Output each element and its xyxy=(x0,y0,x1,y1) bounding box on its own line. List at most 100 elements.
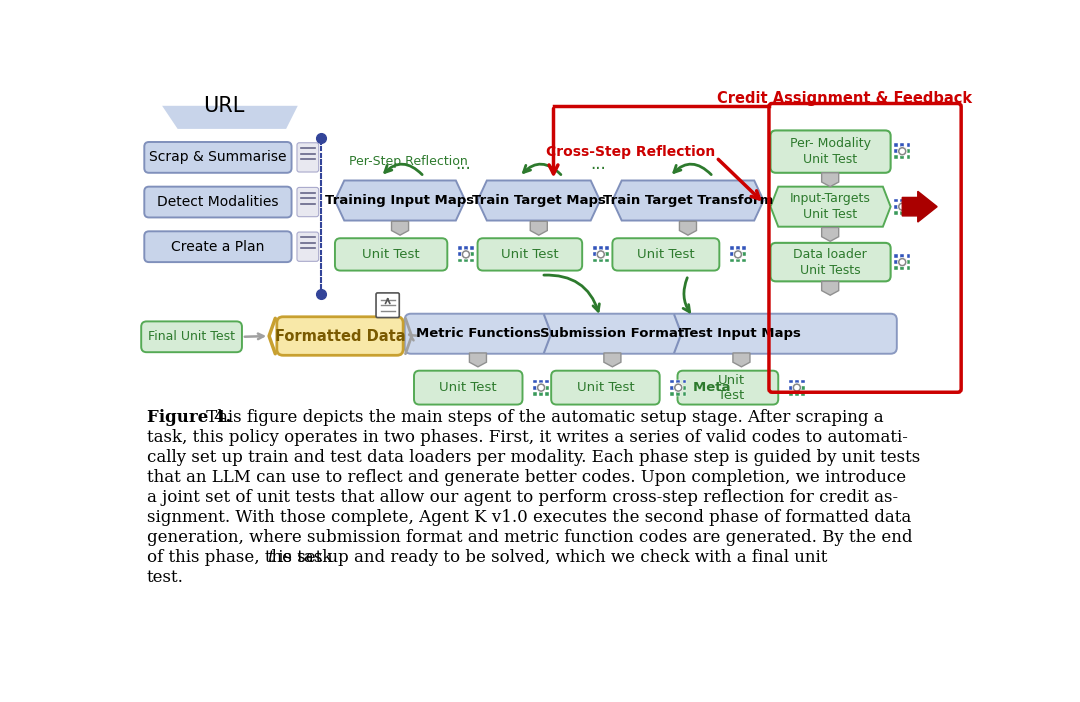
Text: ...: ... xyxy=(591,154,606,173)
FancyBboxPatch shape xyxy=(297,232,319,261)
FancyBboxPatch shape xyxy=(297,143,319,172)
Bar xyxy=(901,143,904,147)
Bar xyxy=(532,380,537,383)
Circle shape xyxy=(897,258,907,267)
Bar xyxy=(801,385,805,390)
Polygon shape xyxy=(392,221,408,235)
Bar xyxy=(894,254,897,258)
Bar xyxy=(458,246,461,250)
FancyBboxPatch shape xyxy=(297,187,319,217)
Bar xyxy=(788,392,793,396)
Text: Data loader
Unit Tests: Data loader Unit Tests xyxy=(794,248,867,277)
Bar xyxy=(464,246,468,250)
Bar xyxy=(742,246,746,250)
Bar xyxy=(801,380,805,383)
Bar xyxy=(901,254,904,258)
Polygon shape xyxy=(822,227,839,241)
Text: Train Target Maps: Train Target Maps xyxy=(472,194,606,207)
Bar xyxy=(906,150,910,153)
Text: Per- Modality
Unit Test: Per- Modality Unit Test xyxy=(789,137,870,166)
Bar xyxy=(894,199,897,202)
Bar xyxy=(894,150,897,153)
Circle shape xyxy=(897,147,907,156)
Bar xyxy=(788,380,793,383)
Text: Unit Test: Unit Test xyxy=(440,381,497,394)
Circle shape xyxy=(897,202,907,211)
Bar xyxy=(742,258,746,263)
Circle shape xyxy=(794,385,799,390)
Text: Formatted Data: Formatted Data xyxy=(274,329,405,343)
Bar xyxy=(539,392,543,396)
Text: t: t xyxy=(267,550,273,567)
Circle shape xyxy=(539,385,544,390)
Text: ...: ... xyxy=(456,154,472,173)
Text: Unit Test: Unit Test xyxy=(637,248,694,261)
Text: Training Input Maps: Training Input Maps xyxy=(325,194,474,207)
Text: Unit Test: Unit Test xyxy=(501,248,558,261)
Bar xyxy=(901,199,904,202)
Circle shape xyxy=(733,250,743,259)
Circle shape xyxy=(596,250,606,259)
Bar xyxy=(676,380,680,383)
Bar xyxy=(906,199,910,202)
Text: Cross-Step Reflection: Cross-Step Reflection xyxy=(546,145,716,159)
Text: a joint set of unit tests that allow our agent to perform cross-step reflection : a joint set of unit tests that allow our… xyxy=(147,489,897,506)
Bar xyxy=(901,155,904,159)
Circle shape xyxy=(674,383,683,392)
Bar xyxy=(894,266,897,270)
Circle shape xyxy=(676,385,681,390)
Text: Unit Test: Unit Test xyxy=(362,248,420,261)
Bar xyxy=(735,258,740,263)
Bar xyxy=(683,385,687,390)
FancyBboxPatch shape xyxy=(141,322,242,352)
Circle shape xyxy=(598,252,604,257)
Bar xyxy=(598,246,603,250)
Bar xyxy=(470,258,474,263)
Text: test.: test. xyxy=(147,569,184,586)
Text: Test Input Maps: Test Input Maps xyxy=(681,327,801,340)
Text: Train Target Transform: Train Target Transform xyxy=(603,194,773,207)
Bar xyxy=(906,143,910,147)
Polygon shape xyxy=(530,221,548,235)
FancyBboxPatch shape xyxy=(770,243,891,282)
Bar xyxy=(670,385,674,390)
Circle shape xyxy=(793,383,801,392)
Text: is set up and ready to be solved, which we check with a final unit: is set up and ready to be solved, which … xyxy=(273,550,827,567)
Bar xyxy=(458,258,461,263)
Bar xyxy=(901,266,904,270)
Text: Metric Functions: Metric Functions xyxy=(416,327,540,340)
Bar xyxy=(458,253,461,256)
Bar xyxy=(545,380,550,383)
Polygon shape xyxy=(612,180,764,220)
Text: Unit Test: Unit Test xyxy=(577,381,634,394)
Text: Meta: Meta xyxy=(693,381,735,394)
Bar xyxy=(683,392,687,396)
Polygon shape xyxy=(902,191,937,222)
Bar xyxy=(906,260,910,264)
Bar xyxy=(735,246,740,250)
Bar xyxy=(906,254,910,258)
Polygon shape xyxy=(162,106,298,129)
Bar xyxy=(532,385,537,390)
Circle shape xyxy=(537,383,545,392)
Bar xyxy=(676,392,680,396)
Circle shape xyxy=(463,252,469,257)
Polygon shape xyxy=(335,180,465,220)
Circle shape xyxy=(900,149,905,154)
FancyBboxPatch shape xyxy=(276,317,403,355)
FancyBboxPatch shape xyxy=(677,371,779,404)
Bar xyxy=(906,211,910,215)
FancyBboxPatch shape xyxy=(612,238,719,270)
Bar xyxy=(788,385,793,390)
Bar xyxy=(742,253,746,256)
Text: Submission Format: Submission Format xyxy=(540,327,685,340)
Polygon shape xyxy=(770,187,891,227)
Bar xyxy=(470,246,474,250)
Bar xyxy=(795,380,799,383)
Text: task, this policy operates in two phases. First, it writes a series of valid cod: task, this policy operates in two phases… xyxy=(147,429,907,446)
Circle shape xyxy=(735,252,741,257)
Text: Per-Step Reflection: Per-Step Reflection xyxy=(349,154,468,168)
Bar xyxy=(906,266,910,270)
Bar xyxy=(545,385,550,390)
FancyBboxPatch shape xyxy=(770,131,891,173)
